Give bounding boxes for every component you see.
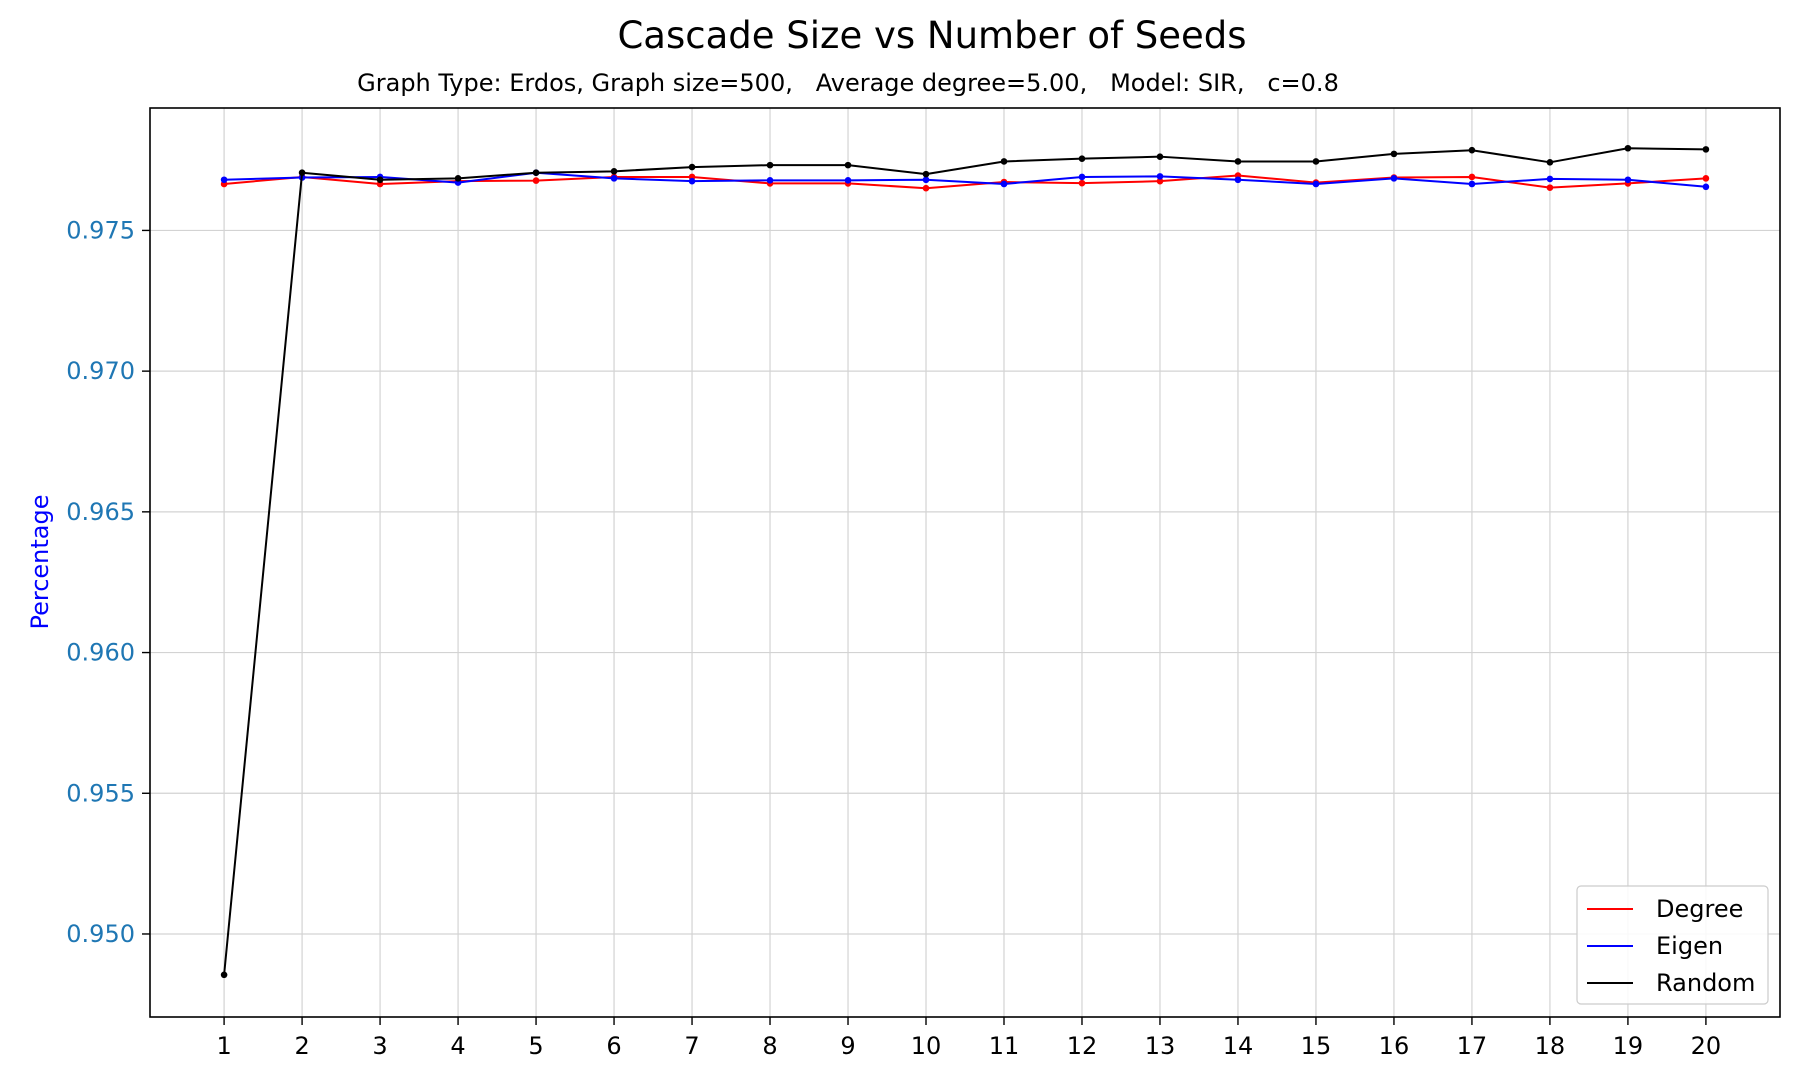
data-point-random (1468, 146, 1476, 154)
data-point-degree (1156, 177, 1164, 185)
data-point-eigen (1468, 180, 1476, 188)
data-point-random (844, 161, 852, 169)
data-point-random (1234, 158, 1242, 165)
chart-title: Cascade Size vs Number of Seeds (617, 14, 1246, 57)
x-tick-label: 5 (528, 1032, 543, 1060)
y-tick-label: 0.970 (66, 357, 135, 385)
legend-label-eigen: Eigen (1656, 932, 1723, 960)
legend: Degree Eigen Random (1576, 885, 1769, 1005)
y-tick-label: 0.960 (66, 639, 135, 667)
y-axis-label: Percentage (26, 494, 54, 629)
data-point-random (220, 971, 228, 979)
x-tick-label: 19 (1613, 1032, 1644, 1060)
data-point-eigen (1156, 173, 1164, 180)
x-tick-label: 4 (450, 1032, 465, 1060)
x-tick-label: 8 (762, 1032, 777, 1060)
data-point-random (376, 176, 384, 184)
data-point-eigen (1234, 176, 1242, 184)
data-point-eigen (1312, 180, 1320, 188)
data-point-random (1156, 153, 1164, 160)
y-tick-label: 0.950 (66, 920, 135, 948)
legend-label-random: Random (1656, 969, 1755, 997)
legend-label-degree: Degree (1656, 895, 1743, 923)
x-tick-label: 12 (1067, 1032, 1098, 1060)
y-tick-label: 0.975 (66, 216, 135, 244)
data-point-random (1312, 158, 1320, 165)
series-layer (220, 144, 1710, 979)
data-point-random (766, 161, 774, 169)
data-point-degree (1702, 175, 1710, 182)
data-point-eigen (1390, 175, 1398, 182)
x-tick-label: 6 (606, 1032, 621, 1060)
data-point-random (298, 169, 306, 177)
x-tick-label: 10 (911, 1032, 942, 1060)
data-point-eigen (1702, 183, 1710, 191)
plot-frame (149, 107, 1781, 1018)
y-tick-label: 0.965 (66, 498, 135, 526)
data-point-random (1390, 150, 1398, 158)
series-line-eigen (224, 171, 1706, 188)
data-point-random (688, 163, 696, 171)
data-point-eigen (220, 176, 228, 184)
data-point-degree (1468, 173, 1476, 181)
data-point-random (1078, 155, 1086, 162)
data-point-eigen (844, 177, 852, 184)
data-point-degree (1546, 184, 1554, 191)
data-point-random (1546, 159, 1554, 166)
x-tick-label: 13 (1145, 1032, 1176, 1060)
chart-subtitle: Graph Type: Erdos, Graph size=500, Avera… (357, 69, 1339, 97)
x-tick-label: 3 (372, 1032, 387, 1060)
x-tick-label: 11 (989, 1032, 1020, 1060)
series-eigen (220, 169, 1710, 191)
y-tick-label: 0.955 (66, 779, 135, 807)
data-point-random (1000, 158, 1008, 165)
x-tick-label: 17 (1457, 1032, 1488, 1060)
x-tick-label: 16 (1379, 1032, 1410, 1060)
data-point-degree (532, 177, 540, 184)
x-tick-label: 7 (684, 1032, 699, 1060)
x-tick-label: 9 (840, 1032, 855, 1060)
data-point-eigen (1624, 176, 1632, 184)
legend-box (1576, 885, 1769, 1005)
data-point-eigen (1078, 173, 1086, 181)
data-point-random (922, 170, 930, 178)
x-tick-label: 2 (294, 1032, 309, 1060)
data-point-random (1624, 144, 1632, 152)
grid-lines (150, 108, 1780, 1017)
data-point-eigen (922, 176, 930, 184)
data-point-eigen (1546, 175, 1554, 183)
x-tick-label: 20 (1691, 1032, 1722, 1060)
data-point-eigen (1000, 180, 1008, 188)
data-point-random (1702, 146, 1710, 153)
series-random (220, 144, 1710, 979)
data-point-random (610, 168, 618, 175)
data-point-eigen (688, 177, 696, 185)
x-tick-label: 18 (1535, 1032, 1566, 1060)
data-point-degree (1078, 179, 1086, 187)
x-tick-label: 14 (1223, 1032, 1254, 1060)
x-tick-label: 15 (1301, 1032, 1332, 1060)
data-point-eigen (610, 175, 618, 182)
data-point-eigen (766, 177, 774, 184)
series-line-random (223, 147, 1706, 975)
data-point-degree (922, 184, 930, 192)
axis-ticks: 1 2 3 4 5 6 7 8 9 10 11 12 13 14 15 16 17 18 19 200.9500.95… (66, 216, 1721, 1060)
data-point-random (454, 175, 462, 182)
x-tick-label: 1 (216, 1032, 231, 1060)
data-point-random (532, 169, 540, 177)
